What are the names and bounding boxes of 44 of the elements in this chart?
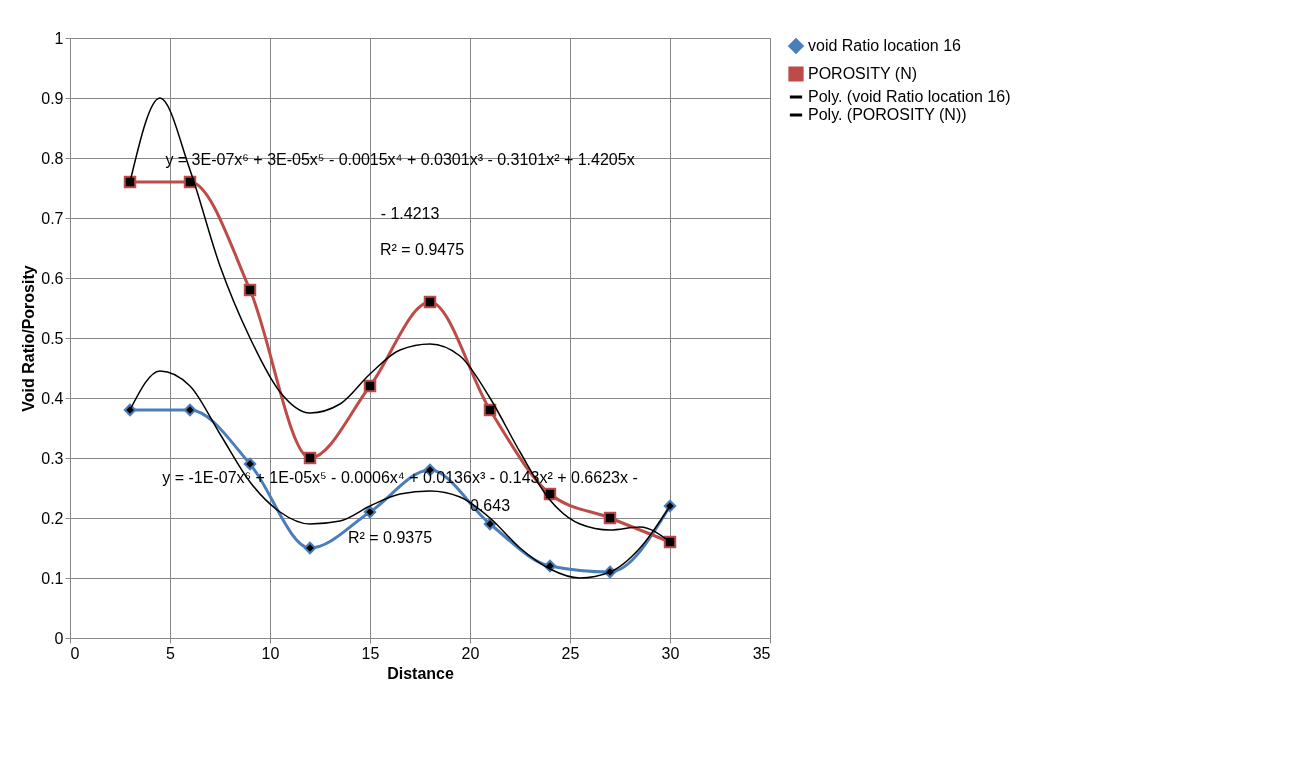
point [243, 283, 257, 297]
legend-label: Poly. (void Ratio location 16) [808, 88, 1011, 105]
annotation: R² = 0.9375 [347, 529, 433, 546]
legend-label: Poly. (POROSITY (N)) [808, 106, 967, 123]
y-tick-label: 0.2 [41, 509, 64, 527]
point [663, 499, 677, 513]
y-tick-label: 0.4 [41, 389, 64, 407]
y-tick-label: 0.7 [41, 209, 64, 227]
x-tick-label: 35 [752, 644, 771, 662]
annotation: y = 3E-07x⁶ + 3E-05x⁵ - 0.0015x⁴ + 0.0301x³ - 0.3101x² + 1.4205x [165, 151, 635, 168]
x-tick-label: 20 [461, 644, 480, 662]
y-tick-label: 0.5 [41, 329, 64, 347]
x-tick-label: 0 [70, 644, 80, 662]
point [123, 175, 137, 189]
y-tick-label: 0.9 [41, 89, 64, 107]
point [663, 535, 677, 549]
x-tick-label: 30 [661, 644, 680, 662]
x-tick-label: 15 [361, 644, 380, 662]
y-tick-label: 0.3 [41, 449, 64, 467]
annotation: R² = 0.9475 [379, 241, 465, 258]
point [363, 505, 377, 519]
point [303, 451, 317, 465]
point [243, 457, 257, 471]
x-tick-label: 5 [166, 644, 176, 662]
y-tick-label: 0.1 [41, 569, 64, 587]
legend-label: POROSITY (N) [808, 65, 918, 82]
x-tick-label: 10 [261, 644, 280, 662]
point [423, 295, 437, 309]
y-tick-label: 0 [54, 629, 64, 647]
y-tick-label: 1 [54, 29, 64, 47]
x-axis-title: Distance [387, 664, 454, 682]
point [363, 379, 377, 393]
point [123, 403, 137, 417]
point [303, 541, 317, 555]
point [603, 511, 617, 525]
point [483, 517, 497, 531]
annotation: - 1.4213 [380, 205, 440, 222]
point [183, 403, 197, 417]
point [483, 403, 497, 417]
legend-label: void Ratio location 16 [808, 37, 962, 54]
y-tick-label: 0.8 [41, 149, 64, 167]
x-tick-label: 25 [561, 644, 580, 662]
y-axis-title: Void Ratio/Porosity [20, 265, 38, 412]
y-tick-label: 0.6 [41, 269, 64, 287]
